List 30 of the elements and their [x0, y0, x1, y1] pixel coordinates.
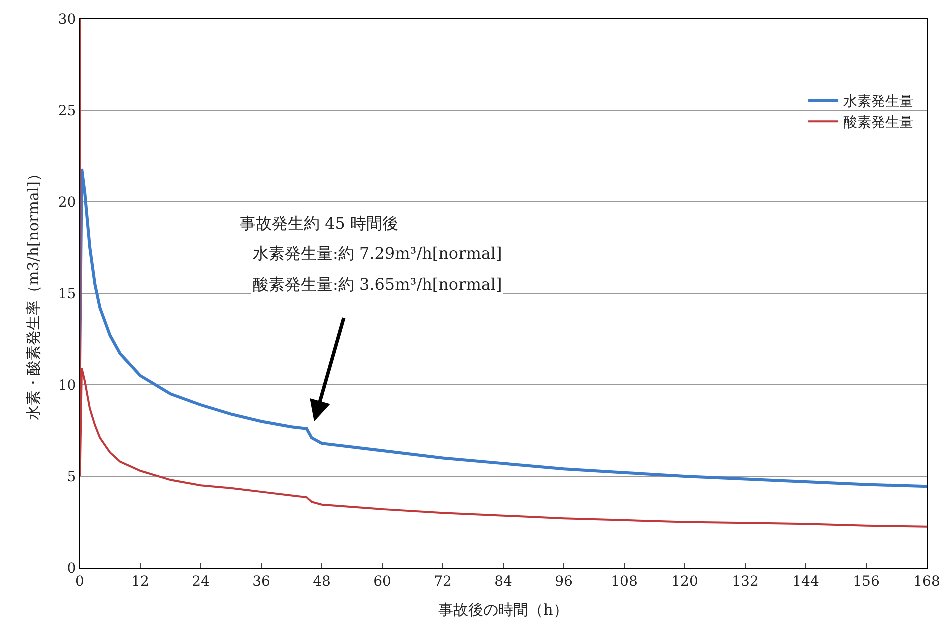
x-tick-label: 120: [672, 574, 698, 590]
x-tick-label: 96: [555, 574, 573, 590]
x-tick-label: 108: [611, 574, 638, 590]
x-tick-label: 60: [374, 574, 392, 590]
annotation: 酸素発生量:約 3.65m³/h[normal]: [253, 275, 502, 294]
y-tick-label: 0: [67, 560, 76, 577]
x-tick-label: 84: [494, 574, 512, 590]
x-tick-label: 12: [132, 574, 150, 590]
legend-label: 酸素発生量: [844, 115, 914, 132]
x-tick-label: 144: [792, 574, 820, 590]
y-tick-label: 30: [58, 12, 76, 28]
x-tick-label: 156: [853, 574, 880, 590]
y-tick-label: 20: [58, 194, 76, 211]
annotation: 事故発生約 45 時間後: [240, 214, 399, 233]
y-tick-label: 15: [58, 286, 76, 302]
x-axis-title: 事故後の時間（h）: [438, 600, 568, 619]
line-series: [80, 19, 927, 528]
y-tick-label: 10: [58, 378, 76, 394]
y-tick-label: 5: [67, 469, 76, 486]
y-tick-label: 25: [58, 103, 76, 120]
y-axis-title: 水素・酸素発生率（m3/h[normal]）: [24, 166, 43, 421]
x-tick-label: 72: [434, 574, 452, 590]
x-tick-label: 24: [192, 574, 210, 590]
x-tick-label: 132: [732, 574, 759, 590]
legend-label: 水素発生量: [844, 94, 914, 110]
annotation: 水素発生量:約 7.29m³/h[normal]: [253, 244, 502, 263]
line-series: [80, 168, 927, 488]
x-tick-label: 36: [252, 574, 270, 590]
x-tick-label: 48: [313, 574, 331, 590]
x-tick-label: 168: [914, 574, 940, 590]
